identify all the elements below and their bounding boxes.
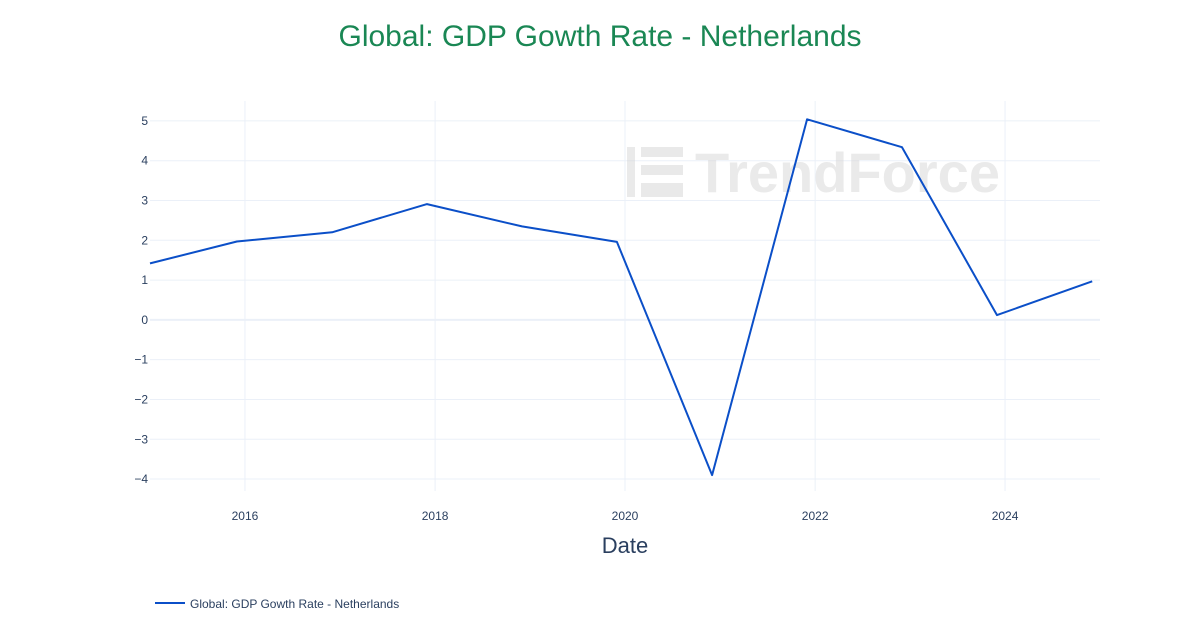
y-tick-label: 0 xyxy=(141,313,148,327)
y-axis: 5 4 3 2 1 0 −1 −2 −3 −4 xyxy=(134,114,148,486)
x-tick-label: 2022 xyxy=(802,509,829,523)
y-tick-label: −2 xyxy=(134,392,148,406)
legend[interactable]: Global: GDP Gowth Rate - Netherlands xyxy=(155,597,399,611)
x-axis: 2016 2018 2020 2022 2024 xyxy=(232,509,1019,523)
y-tick-label: 5 xyxy=(141,114,148,128)
y-tick-label: 4 xyxy=(141,154,148,168)
y-tick-label: −3 xyxy=(134,432,148,446)
watermark-text: TrendForce xyxy=(695,141,1000,204)
x-tick-label: 2020 xyxy=(612,509,639,523)
series-line[interactable] xyxy=(149,118,1093,477)
x-tick-label: 2016 xyxy=(232,509,259,523)
watermark: TrendForce xyxy=(627,141,1000,204)
watermark-logo-icon xyxy=(627,147,683,197)
y-tick-label: −1 xyxy=(134,353,148,367)
legend-label: Global: GDP Gowth Rate - Netherlands xyxy=(190,597,399,611)
chart-title: Global: GDP Gowth Rate - Netherlands xyxy=(338,20,862,53)
x-axis-title: Date xyxy=(602,533,648,558)
y-tick-label: 2 xyxy=(141,233,148,247)
x-tick-label: 2018 xyxy=(422,509,449,523)
grid-layer xyxy=(150,101,1100,491)
y-tick-label: 1 xyxy=(141,273,148,287)
y-tick-label: −4 xyxy=(134,472,148,486)
series-layer xyxy=(149,118,1093,477)
y-tick-label: 3 xyxy=(141,193,148,207)
x-tick-label: 2024 xyxy=(992,509,1019,523)
